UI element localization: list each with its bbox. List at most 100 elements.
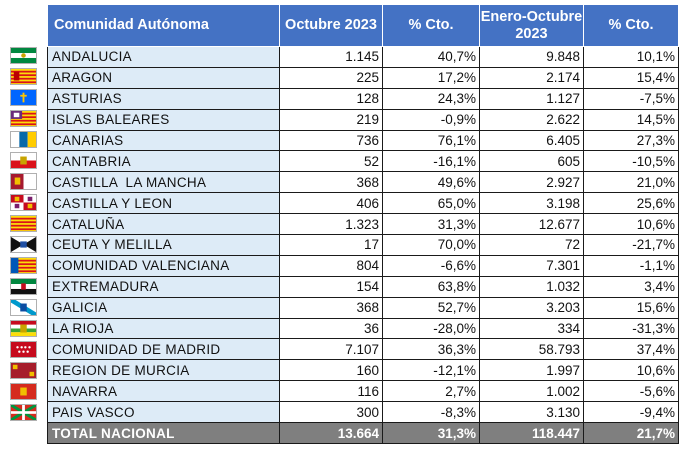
ytd-growth: -1,1% [583,254,679,277]
region-name: ASTURIAS [47,87,280,110]
ytd-growth: -10,5% [583,150,679,173]
october-value: 1.145 [279,46,383,68]
october-growth: 70,0% [382,234,480,256]
ytd-growth: 25,6% [583,192,679,215]
ytd-value: 2.174 [479,66,584,89]
ytd-growth: 21,0% [583,171,679,194]
asturias-flag-icon [10,89,37,106]
header-ytd: Enero-Octubre 2023 [479,4,584,47]
total-ytd-growth: 21,7% [583,422,679,445]
total-october-growth: 31,3% [382,422,480,445]
region-name: CASTILLA LA MANCHA [47,171,280,194]
october-growth: 2,7% [382,380,480,403]
october-value: 219 [279,108,383,131]
table-row: CEUTA Y MELILLA 17 70,0% 72 -21,7% [47,234,679,256]
table-row: COMUNIDAD DE MADRID 7.107 36,3% 58.793 37,4% [47,338,679,361]
header-region: Comunidad Autónoma [47,4,280,47]
table-row: COMUNIDAD VALENCIANA 804 -6,6% 7.301 -1,1% [47,254,679,277]
october-value: 154 [279,275,383,298]
october-growth: -6,6% [382,254,480,277]
october-growth: -8,3% [382,401,480,424]
october-growth: -28,0% [382,317,480,340]
baleares-flag-icon [10,110,37,127]
region-name: CASTILLA Y LEON [47,192,280,215]
october-value: 406 [279,192,383,215]
table-row: NAVARRA 116 2,7% 1.002 -5,6% [47,380,679,403]
header-october: Octubre 2023 [279,4,383,47]
murcia-flag-icon [10,362,37,379]
region-name: CATALUÑA [47,213,280,236]
october-value: 368 [279,171,383,194]
october-value: 300 [279,401,383,424]
table-row: PAIS VASCO 300 -8,3% 3.130 -9,4% [47,401,679,424]
october-growth: 65,0% [382,192,480,215]
region-name: ARAGON [47,66,280,89]
region-name: ISLAS BALEARES [47,108,280,131]
region-name: CANTABRIA [47,150,280,173]
cantabria-flag-icon [10,152,37,169]
october-growth: 49,6% [382,171,480,194]
ytd-value: 3.203 [479,296,584,319]
october-growth: -0,9% [382,108,480,131]
ytd-value: 1.002 [479,380,584,403]
total-ytd: 118.447 [479,422,584,445]
ytd-value: 2.927 [479,171,584,194]
region-stats-table: Comunidad Autónoma Octubre 2023 % Cto. E… [47,4,679,445]
table-row: CATALUÑA 1.323 31,3% 12.677 10,6% [47,213,679,236]
ytd-growth: -5,6% [583,380,679,403]
region-name: REGION DE MURCIA [47,359,280,382]
table-header-row: Comunidad Autónoma Octubre 2023 % Cto. E… [47,4,679,47]
ytd-growth: 37,4% [583,338,679,361]
table-row: ASTURIAS 128 24,3% 1.127 -7,5% [47,87,679,110]
region-name: PAIS VASCO [47,401,280,424]
ytd-growth: -31,3% [583,317,679,340]
cataluna-flag-icon [10,215,37,232]
october-growth: 24,3% [382,87,480,110]
ytd-value: 334 [479,317,584,340]
october-growth: 36,3% [382,338,480,361]
region-name: CEUTA Y MELILLA [47,234,280,256]
ytd-value: 7.301 [479,254,584,277]
october-growth: 52,7% [382,296,480,319]
flag-column [0,0,47,451]
la-rioja-flag-icon [10,320,37,337]
ytd-growth: 10,6% [583,213,679,236]
ytd-value: 72 [479,234,584,256]
region-name: GALICIA [47,296,280,319]
galicia-flag-icon [10,299,37,316]
october-growth: -16,1% [382,150,480,173]
ytd-growth: 14,5% [583,108,679,131]
table-row: CANARIAS 736 76,1% 6.405 27,3% [47,129,679,152]
october-growth: 63,8% [382,275,480,298]
table-row: CASTILLA Y LEON 406 65,0% 3.198 25,6% [47,192,679,215]
region-name: ANDALUCIA [47,46,280,68]
header-october-growth: % Cto. [382,4,480,47]
ytd-value: 3.130 [479,401,584,424]
october-value: 128 [279,87,383,110]
ytd-value: 12.677 [479,213,584,236]
table-row: ANDALUCIA 1.145 40,7% 9.848 10,1% [47,46,679,68]
october-value: 225 [279,66,383,89]
aragon-flag-icon [10,68,37,85]
october-growth: 17,2% [382,66,480,89]
ytd-value: 1.032 [479,275,584,298]
table-row: CANTABRIA 52 -16,1% 605 -10,5% [47,150,679,173]
andalucia-flag-icon [10,47,37,64]
ytd-growth: 10,1% [583,46,679,68]
ytd-value: 1.997 [479,359,584,382]
table-row: CASTILLA LA MANCHA 368 49,6% 2.927 21,0% [47,171,679,194]
october-value: 368 [279,296,383,319]
region-name: EXTREMADURA [47,275,280,298]
ytd-growth: 15,4% [583,66,679,89]
october-value: 116 [279,380,383,403]
extremadura-flag-icon [10,278,37,295]
table-row: EXTREMADURA 154 63,8% 1.032 3,4% [47,275,679,298]
madrid-flag-icon [10,341,37,358]
ytd-value: 9.848 [479,46,584,68]
october-value: 1.323 [279,213,383,236]
region-name: COMUNIDAD VALENCIANA [47,254,280,277]
ytd-growth: -21,7% [583,234,679,256]
ytd-growth: 27,3% [583,129,679,152]
october-growth: -12,1% [382,359,480,382]
region-name: CANARIAS [47,129,280,152]
